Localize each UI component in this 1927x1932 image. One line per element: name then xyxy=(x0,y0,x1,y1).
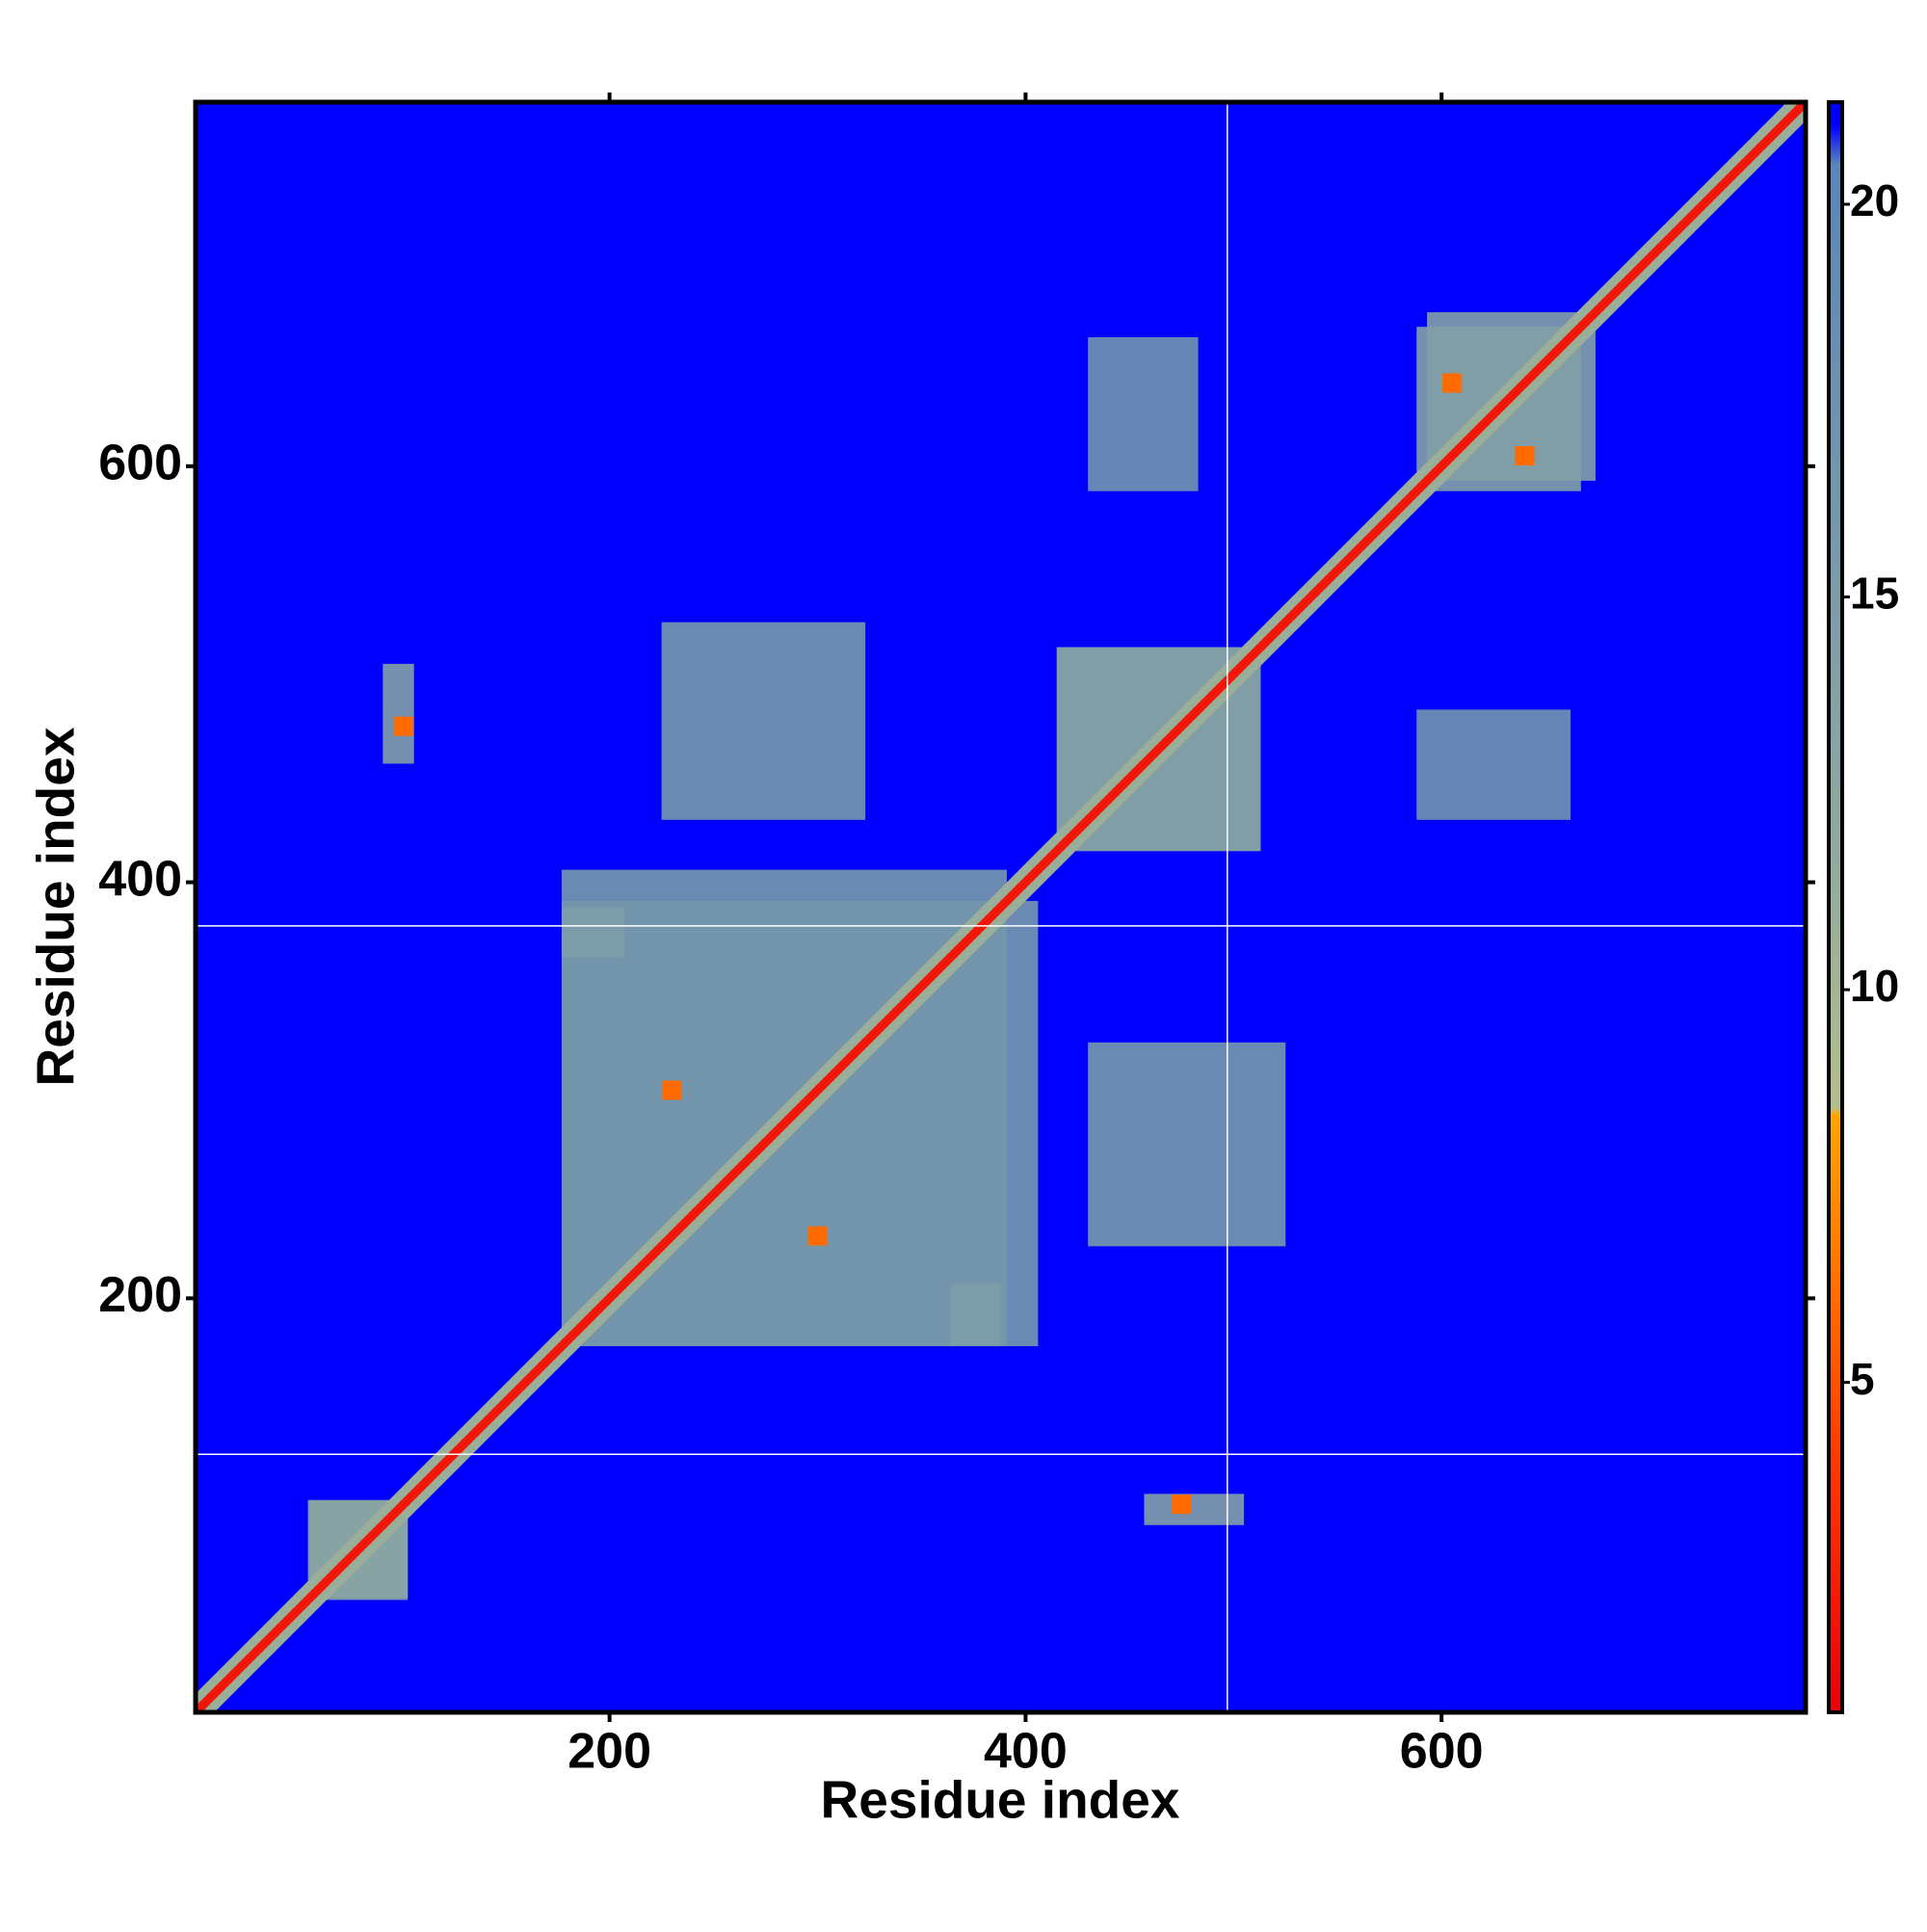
contact xyxy=(1441,373,1462,393)
y-tick-label: 400 xyxy=(98,851,182,907)
heatmap-region xyxy=(1144,1494,1245,1525)
y-axis-title: Residue index xyxy=(26,727,86,1086)
plot-frame xyxy=(193,99,1808,1715)
contact xyxy=(1172,1495,1192,1515)
colorbar xyxy=(1827,100,1844,1714)
contact xyxy=(807,1226,828,1246)
colorbar-tick-label: 20 xyxy=(1850,175,1899,225)
heatmap-region xyxy=(561,907,624,958)
colorbar-tick-label: 15 xyxy=(1850,569,1899,619)
contact xyxy=(662,1080,682,1100)
y-tick-label: 200 xyxy=(98,1267,182,1323)
colorbar-tick-label: 5 xyxy=(1850,1354,1875,1404)
heatmap-region xyxy=(950,1284,1001,1347)
diagonal-core xyxy=(196,102,1806,1712)
x-tick-label: 200 xyxy=(568,1724,651,1780)
heatmap-region xyxy=(1416,709,1571,820)
colorbar-tick-label: 10 xyxy=(1850,961,1899,1011)
heatmap-region xyxy=(383,663,414,764)
x-axis-title: Residue index xyxy=(821,1770,1180,1830)
contact xyxy=(393,716,413,736)
plot-area xyxy=(196,102,1806,1712)
contact xyxy=(1515,446,1535,466)
heatmap-region xyxy=(661,622,866,820)
heatmap-region xyxy=(1088,336,1199,491)
y-tick-label: 600 xyxy=(98,436,182,491)
x-tick-label: 600 xyxy=(1400,1724,1484,1780)
x-tick-label: 400 xyxy=(984,1724,1068,1780)
heatmap-region xyxy=(1088,1042,1286,1247)
